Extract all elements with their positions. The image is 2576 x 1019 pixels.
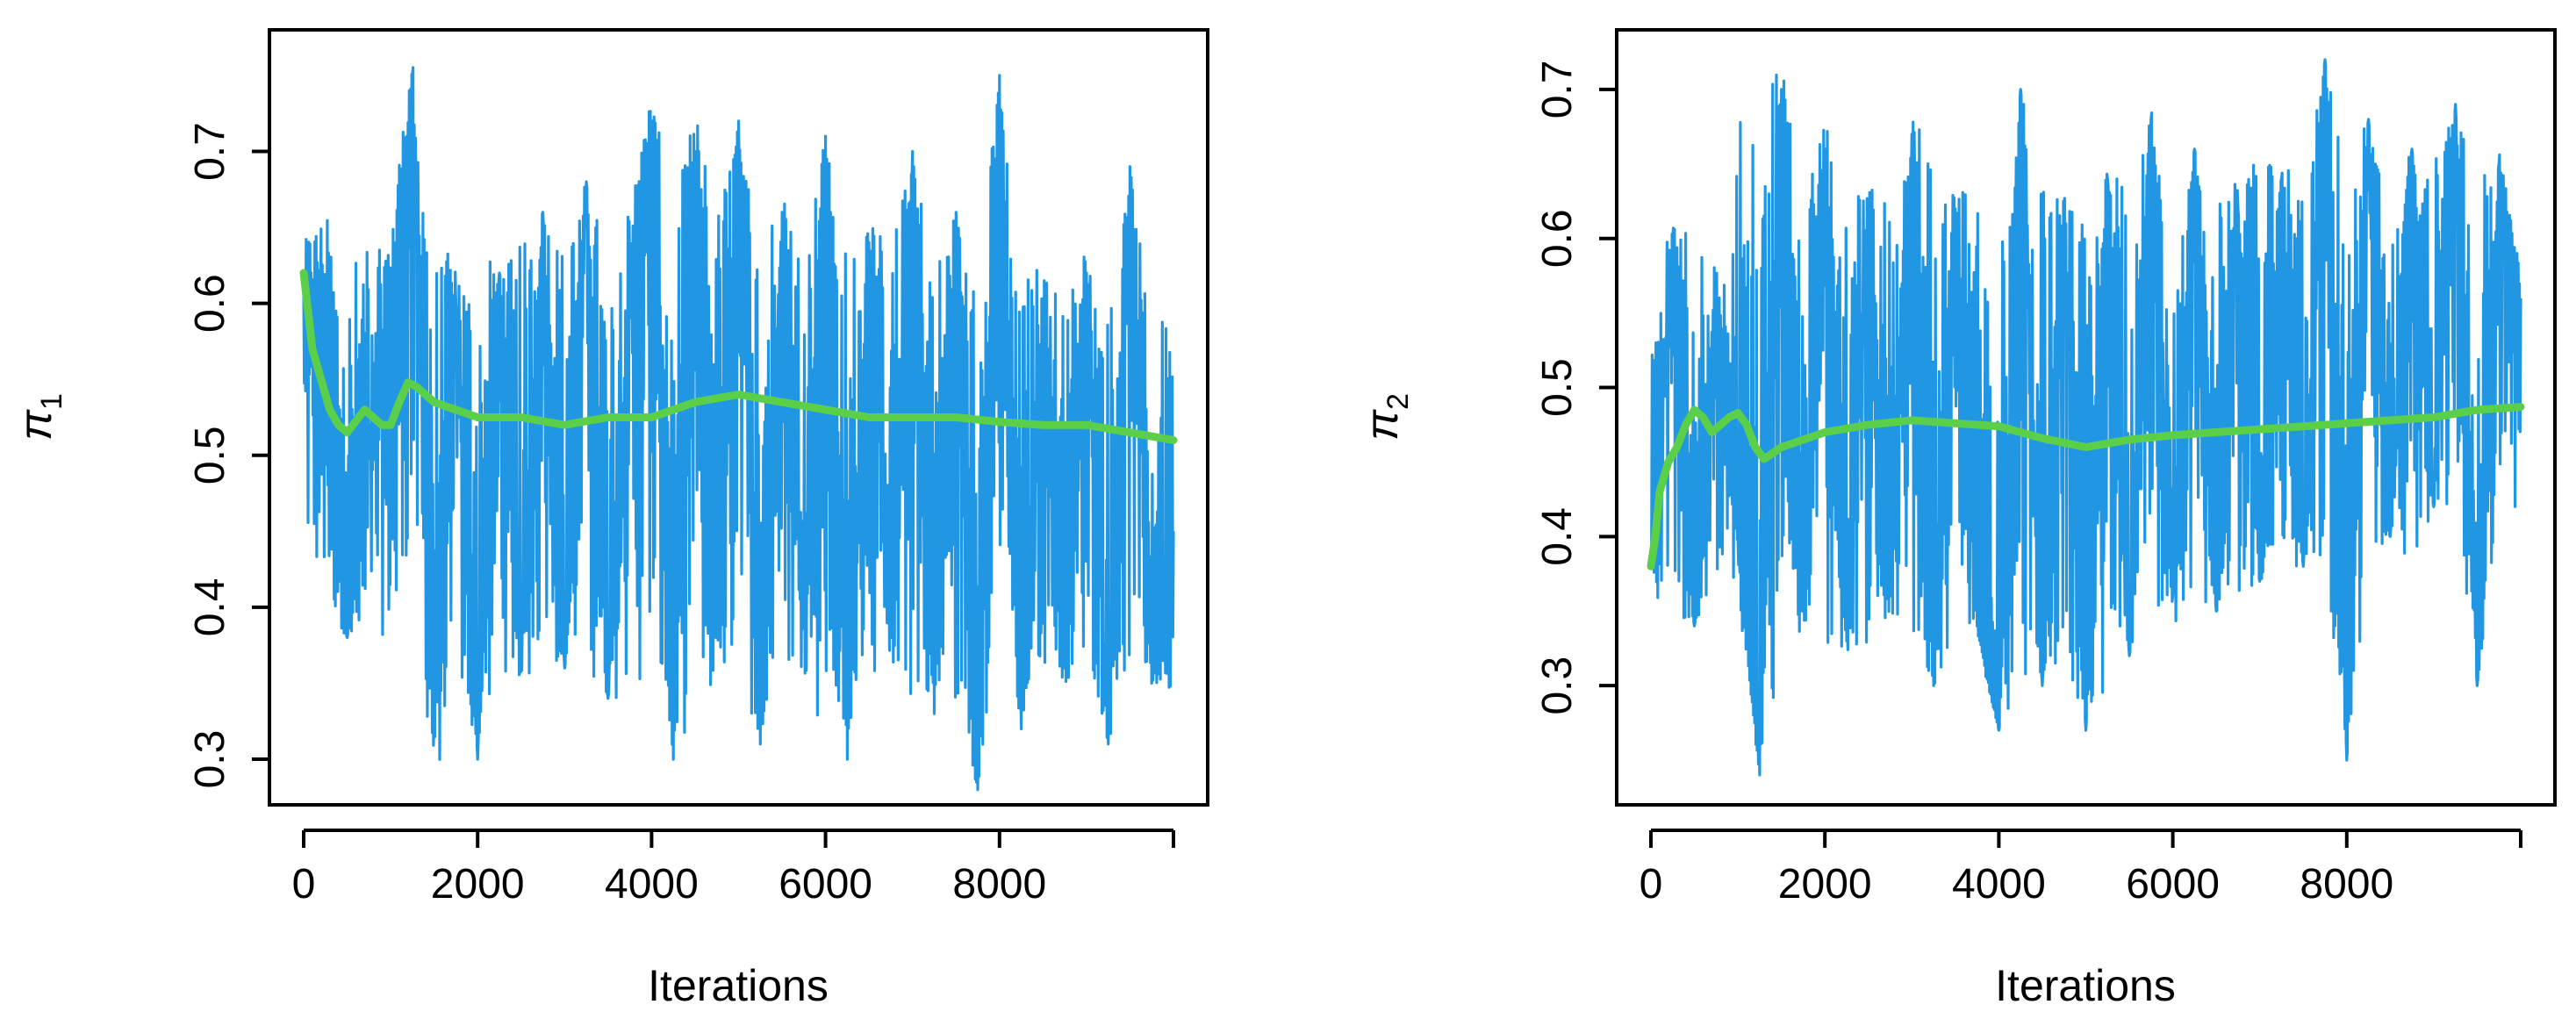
y-tick-label: 0.4 [187,578,233,637]
y-axis-title-subscript: 1 [35,393,68,410]
plot-frame [268,28,1209,807]
x-tick-label: 6000 [2126,861,2220,908]
y-axis: 0.3 0.4 0.5 0.6 0.7 [1534,61,1617,715]
y-axis-title: π1 [11,393,68,441]
x-tick-label: 4000 [605,861,699,908]
y-tick-label: 0.6 [1534,209,1581,268]
y-tick-label: 0.7 [187,122,233,181]
series-trace-line [302,66,1175,792]
x-tick-label: 2000 [1778,861,1872,908]
y-axis-title-symbol: π [1357,409,1408,441]
x-tick-label: 4000 [1952,861,2046,908]
y-tick-label: 0.5 [187,426,233,484]
plot-area-pi2 [1647,58,2525,777]
x-tick-label: 8000 [2300,861,2393,908]
x-tick-label: 2000 [431,861,525,908]
y-tick-label: 0.7 [1534,61,1581,119]
y-tick-label: 0.6 [187,274,233,333]
y-axis-title-symbol: π [11,409,61,441]
x-axis-title: Iterations [1995,961,2176,1010]
y-tick-label: 0.4 [1534,507,1581,566]
x-tick-label: 8000 [952,861,1046,908]
plot-area-pi1 [299,66,1178,792]
trace-plot-pi1: 0 2000 4000 6000 8000 0.3 0.4 0.5 0.6 0.7 Iterat… [11,28,1209,1010]
y-axis-title-subscript: 2 [1381,393,1415,410]
y-tick-label: 0.3 [187,730,233,789]
x-axis-title: Iterations [648,961,829,1010]
x-axis: 0 2000 4000 6000 8000 [292,829,1175,908]
x-axis: 0 2000 4000 6000 8000 [1640,829,2522,908]
series-running-mean-line [1647,403,2525,570]
series-running-mean-line [299,269,1178,444]
y-axis-title: π2 [1357,393,1415,441]
y-tick-label: 0.5 [1534,358,1581,417]
x-tick-label: 0 [292,861,316,908]
x-tick-label: 0 [1640,861,1663,908]
plot-frame [1615,28,2557,807]
y-tick-label: 0.3 [1534,657,1581,715]
trace-plot-pi2: 0 2000 4000 6000 8000 0.3 0.4 0.5 0.6 0.7 Iterat… [1357,28,2557,1010]
y-axis: 0.3 0.4 0.5 0.6 0.7 [187,122,269,788]
x-tick-label: 6000 [779,861,872,908]
